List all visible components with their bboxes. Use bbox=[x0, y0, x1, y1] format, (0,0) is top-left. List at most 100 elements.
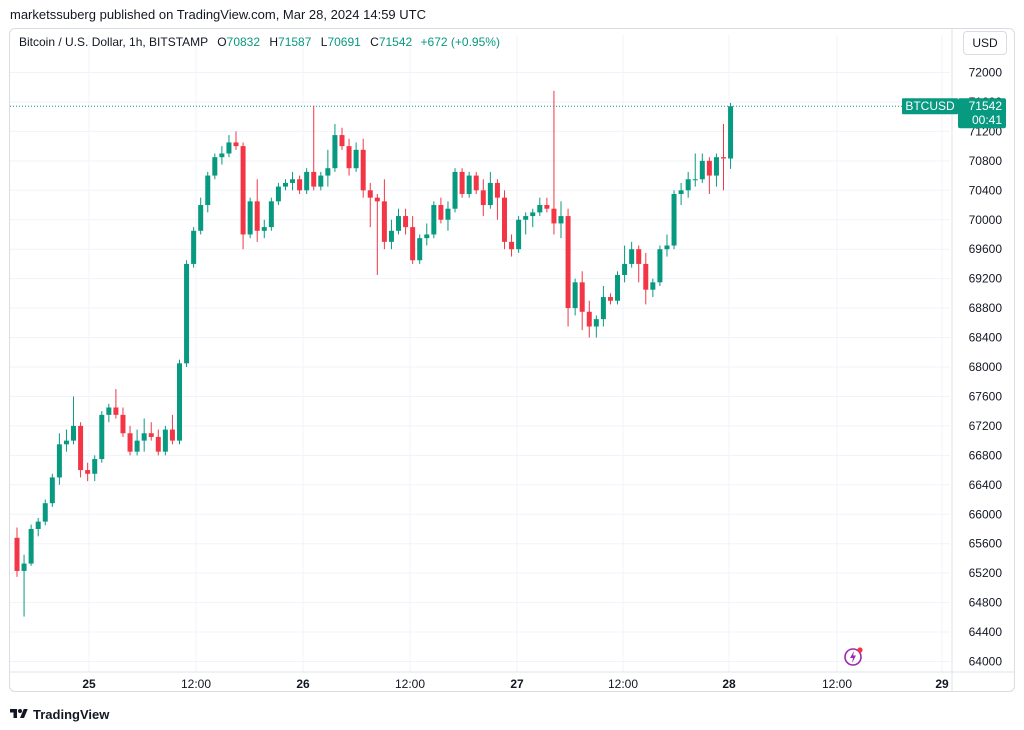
candle bbox=[685, 171, 691, 198]
ticker-tag-box bbox=[902, 98, 958, 115]
candle-body bbox=[106, 407, 112, 415]
candle-body bbox=[63, 440, 69, 445]
candle-body bbox=[35, 521, 41, 529]
candle-body bbox=[650, 282, 656, 290]
candle-body bbox=[282, 182, 288, 187]
candle-body bbox=[593, 319, 599, 327]
candle bbox=[92, 455, 98, 482]
candle bbox=[106, 403, 112, 423]
candle bbox=[692, 153, 698, 187]
candle bbox=[629, 241, 635, 268]
candle bbox=[290, 171, 296, 191]
candle bbox=[586, 300, 592, 338]
candle-body bbox=[297, 179, 303, 191]
candle-body bbox=[657, 249, 663, 283]
tradingview-logo-icon bbox=[10, 709, 28, 718]
chart-frame bbox=[9, 28, 1015, 692]
candle bbox=[304, 168, 310, 194]
candle-body bbox=[367, 190, 373, 198]
price-tick-label: 67200 bbox=[969, 419, 1003, 433]
candle-body bbox=[290, 179, 296, 183]
candle-body bbox=[396, 216, 402, 231]
candle-body bbox=[49, 477, 55, 504]
candle bbox=[353, 142, 359, 172]
candle-body bbox=[155, 436, 161, 452]
candle-body bbox=[85, 470, 91, 474]
candle-body bbox=[240, 146, 246, 235]
candle-body bbox=[261, 227, 267, 231]
candle bbox=[176, 359, 182, 445]
candle-body bbox=[445, 208, 451, 220]
currency-button[interactable]: USD bbox=[963, 31, 1007, 55]
candle-body bbox=[537, 205, 543, 213]
candle bbox=[141, 418, 147, 452]
candle-body bbox=[721, 157, 726, 159]
candle bbox=[615, 271, 621, 305]
candle-body bbox=[607, 297, 613, 301]
candle-body bbox=[551, 208, 557, 224]
candle bbox=[332, 124, 338, 172]
candle bbox=[261, 219, 267, 239]
candle bbox=[71, 396, 77, 445]
candle bbox=[530, 208, 536, 228]
candle-body bbox=[706, 160, 712, 176]
candle bbox=[728, 102, 734, 169]
candle bbox=[438, 197, 444, 224]
candle bbox=[565, 208, 571, 327]
candle-body bbox=[148, 433, 154, 437]
candle-body bbox=[516, 219, 522, 250]
candle bbox=[35, 517, 41, 537]
candle bbox=[544, 197, 550, 213]
low-label: L bbox=[320, 35, 328, 49]
candle bbox=[99, 411, 105, 463]
flash-icon[interactable] bbox=[844, 646, 864, 666]
candle bbox=[572, 278, 578, 316]
change-value: +672 (+0.95%) bbox=[420, 35, 500, 49]
candle bbox=[721, 124, 726, 191]
candle-body bbox=[410, 227, 416, 261]
candle-body bbox=[275, 186, 281, 202]
candle-body bbox=[141, 433, 147, 441]
candle bbox=[417, 234, 423, 264]
candle-body bbox=[388, 230, 394, 242]
price-tick-label: 68400 bbox=[969, 331, 1003, 345]
candle-body bbox=[247, 201, 253, 235]
candle bbox=[579, 271, 585, 331]
candle bbox=[346, 138, 352, 176]
candle bbox=[452, 168, 458, 213]
tradingview-brand[interactable]: TradingView bbox=[9, 705, 109, 723]
candle-body bbox=[176, 363, 182, 441]
candle bbox=[155, 429, 161, 456]
time-axis: 25 12:00 26 12:00 27 12:00 28 12:00 29 bbox=[82, 677, 949, 691]
candle bbox=[650, 278, 656, 298]
candle-body bbox=[431, 205, 437, 235]
candle-body bbox=[205, 175, 211, 206]
candle-body bbox=[452, 171, 458, 209]
candle bbox=[622, 245, 628, 283]
candle-body bbox=[494, 182, 500, 198]
candle-body bbox=[622, 263, 628, 275]
price-tick-label: 64000 bbox=[969, 655, 1003, 669]
candle bbox=[551, 90, 557, 235]
candle bbox=[431, 201, 437, 239]
close-value: 71542 bbox=[378, 35, 413, 49]
candle bbox=[297, 175, 303, 194]
price-tick-label: 67600 bbox=[969, 389, 1003, 403]
candle bbox=[636, 245, 642, 283]
candle-body bbox=[466, 175, 472, 194]
candle bbox=[374, 193, 380, 275]
candle bbox=[240, 142, 246, 250]
candle bbox=[424, 223, 430, 246]
candle bbox=[162, 425, 168, 456]
time-tick-label: 12:00 bbox=[608, 677, 638, 691]
price-tick-label: 69200 bbox=[969, 272, 1003, 286]
candle bbox=[21, 554, 27, 617]
candle bbox=[487, 171, 493, 209]
grid bbox=[10, 29, 1014, 691]
open-label: O bbox=[217, 35, 227, 49]
price-axis: 64000 64400 64800 65200 65600 66000 66400 66800… bbox=[969, 66, 1003, 669]
candle-body bbox=[671, 193, 677, 246]
candle bbox=[381, 179, 387, 250]
candle-body bbox=[544, 205, 550, 209]
